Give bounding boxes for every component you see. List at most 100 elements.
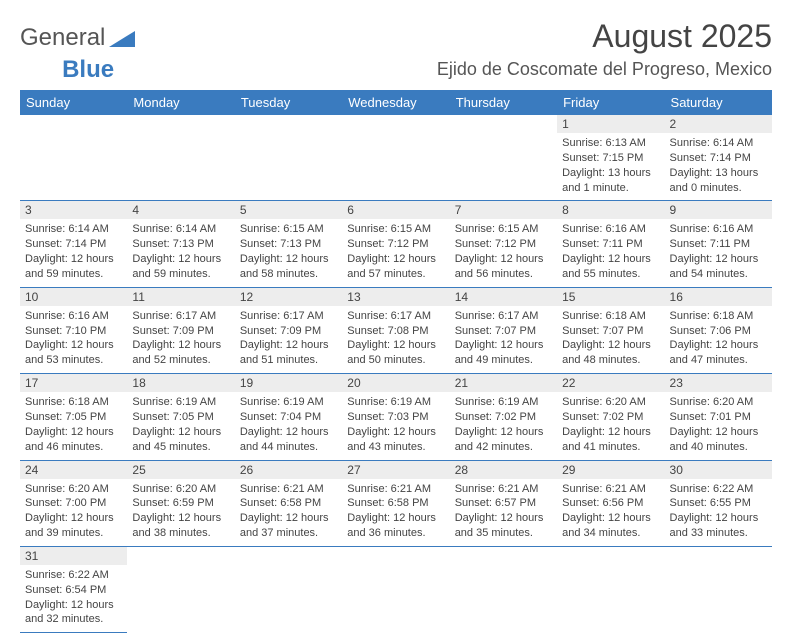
day-number: 19 bbox=[235, 374, 342, 392]
day-number: 3 bbox=[20, 201, 127, 219]
day-cell: 22Sunrise: 6:20 AMSunset: 7:02 PMDayligh… bbox=[557, 374, 664, 460]
logo-triangle-icon bbox=[109, 29, 135, 47]
day-details: Sunrise: 6:16 AMSunset: 7:10 PMDaylight:… bbox=[20, 306, 127, 373]
day-details: Sunrise: 6:17 AMSunset: 7:08 PMDaylight:… bbox=[342, 306, 449, 373]
day-number: 21 bbox=[450, 374, 557, 392]
weekday-header: Thursday bbox=[450, 90, 557, 115]
day-number: 2 bbox=[665, 115, 772, 133]
day-details: Sunrise: 6:19 AMSunset: 7:04 PMDaylight:… bbox=[235, 392, 342, 459]
day-details: Sunrise: 6:18 AMSunset: 7:05 PMDaylight:… bbox=[20, 392, 127, 459]
empty-cell bbox=[127, 115, 234, 201]
day-details: Sunrise: 6:15 AMSunset: 7:12 PMDaylight:… bbox=[342, 219, 449, 286]
day-number: 23 bbox=[665, 374, 772, 392]
day-details: Sunrise: 6:13 AMSunset: 7:15 PMDaylight:… bbox=[557, 133, 664, 200]
weekday-header: Saturday bbox=[665, 90, 772, 115]
day-cell: 8Sunrise: 6:16 AMSunset: 7:11 PMDaylight… bbox=[557, 201, 664, 287]
day-details: Sunrise: 6:20 AMSunset: 7:01 PMDaylight:… bbox=[665, 392, 772, 459]
calendar-head: SundayMondayTuesdayWednesdayThursdayFrid… bbox=[20, 90, 772, 115]
day-cell: 5Sunrise: 6:15 AMSunset: 7:13 PMDaylight… bbox=[235, 201, 342, 287]
day-cell: 2Sunrise: 6:14 AMSunset: 7:14 PMDaylight… bbox=[665, 115, 772, 201]
day-number: 12 bbox=[235, 288, 342, 306]
day-number: 15 bbox=[557, 288, 664, 306]
day-cell: 1Sunrise: 6:13 AMSunset: 7:15 PMDaylight… bbox=[557, 115, 664, 201]
day-cell: 4Sunrise: 6:14 AMSunset: 7:13 PMDaylight… bbox=[127, 201, 234, 287]
day-number: 7 bbox=[450, 201, 557, 219]
day-number: 24 bbox=[20, 461, 127, 479]
day-cell: 11Sunrise: 6:17 AMSunset: 7:09 PMDayligh… bbox=[127, 287, 234, 373]
day-number: 4 bbox=[127, 201, 234, 219]
day-cell: 13Sunrise: 6:17 AMSunset: 7:08 PMDayligh… bbox=[342, 287, 449, 373]
day-details: Sunrise: 6:16 AMSunset: 7:11 PMDaylight:… bbox=[665, 219, 772, 286]
empty-cell bbox=[127, 546, 234, 632]
calendar-row: 10Sunrise: 6:16 AMSunset: 7:10 PMDayligh… bbox=[20, 287, 772, 373]
day-cell: 10Sunrise: 6:16 AMSunset: 7:10 PMDayligh… bbox=[20, 287, 127, 373]
day-details: Sunrise: 6:22 AMSunset: 6:55 PMDaylight:… bbox=[665, 479, 772, 546]
day-details: Sunrise: 6:17 AMSunset: 7:09 PMDaylight:… bbox=[235, 306, 342, 373]
day-number: 28 bbox=[450, 461, 557, 479]
day-details: Sunrise: 6:18 AMSunset: 7:07 PMDaylight:… bbox=[557, 306, 664, 373]
calendar-row: 17Sunrise: 6:18 AMSunset: 7:05 PMDayligh… bbox=[20, 374, 772, 460]
day-number: 8 bbox=[557, 201, 664, 219]
day-details: Sunrise: 6:20 AMSunset: 7:00 PMDaylight:… bbox=[20, 479, 127, 546]
day-cell: 27Sunrise: 6:21 AMSunset: 6:58 PMDayligh… bbox=[342, 460, 449, 546]
day-details: Sunrise: 6:22 AMSunset: 6:54 PMDaylight:… bbox=[20, 565, 127, 632]
day-cell: 6Sunrise: 6:15 AMSunset: 7:12 PMDaylight… bbox=[342, 201, 449, 287]
day-cell: 19Sunrise: 6:19 AMSunset: 7:04 PMDayligh… bbox=[235, 374, 342, 460]
day-details: Sunrise: 6:20 AMSunset: 7:02 PMDaylight:… bbox=[557, 392, 664, 459]
day-number: 1 bbox=[557, 115, 664, 133]
day-number: 10 bbox=[20, 288, 127, 306]
day-details: Sunrise: 6:15 AMSunset: 7:13 PMDaylight:… bbox=[235, 219, 342, 286]
empty-cell bbox=[235, 546, 342, 632]
day-details: Sunrise: 6:21 AMSunset: 6:57 PMDaylight:… bbox=[450, 479, 557, 546]
day-cell: 15Sunrise: 6:18 AMSunset: 7:07 PMDayligh… bbox=[557, 287, 664, 373]
title-month: August 2025 bbox=[437, 18, 772, 55]
day-details: Sunrise: 6:14 AMSunset: 7:14 PMDaylight:… bbox=[665, 133, 772, 200]
empty-cell bbox=[342, 115, 449, 201]
logo-text-1: General bbox=[20, 24, 105, 52]
day-cell: 9Sunrise: 6:16 AMSunset: 7:11 PMDaylight… bbox=[665, 201, 772, 287]
day-number: 31 bbox=[20, 547, 127, 565]
day-cell: 29Sunrise: 6:21 AMSunset: 6:56 PMDayligh… bbox=[557, 460, 664, 546]
day-details: Sunrise: 6:19 AMSunset: 7:03 PMDaylight:… bbox=[342, 392, 449, 459]
day-cell: 28Sunrise: 6:21 AMSunset: 6:57 PMDayligh… bbox=[450, 460, 557, 546]
day-number: 22 bbox=[557, 374, 664, 392]
day-cell: 18Sunrise: 6:19 AMSunset: 7:05 PMDayligh… bbox=[127, 374, 234, 460]
calendar-row: 24Sunrise: 6:20 AMSunset: 7:00 PMDayligh… bbox=[20, 460, 772, 546]
day-number: 9 bbox=[665, 201, 772, 219]
weekday-header: Sunday bbox=[20, 90, 127, 115]
day-number: 5 bbox=[235, 201, 342, 219]
calendar-body: 1Sunrise: 6:13 AMSunset: 7:15 PMDaylight… bbox=[20, 115, 772, 633]
day-cell: 7Sunrise: 6:15 AMSunset: 7:12 PMDaylight… bbox=[450, 201, 557, 287]
day-details: Sunrise: 6:20 AMSunset: 6:59 PMDaylight:… bbox=[127, 479, 234, 546]
day-details: Sunrise: 6:19 AMSunset: 7:02 PMDaylight:… bbox=[450, 392, 557, 459]
day-number: 14 bbox=[450, 288, 557, 306]
empty-cell bbox=[235, 115, 342, 201]
day-number: 30 bbox=[665, 461, 772, 479]
calendar-row: 3Sunrise: 6:14 AMSunset: 7:14 PMDaylight… bbox=[20, 201, 772, 287]
day-number: 13 bbox=[342, 288, 449, 306]
empty-cell bbox=[665, 546, 772, 632]
calendar-row: 1Sunrise: 6:13 AMSunset: 7:15 PMDaylight… bbox=[20, 115, 772, 201]
day-number: 6 bbox=[342, 201, 449, 219]
day-details: Sunrise: 6:16 AMSunset: 7:11 PMDaylight:… bbox=[557, 219, 664, 286]
weekday-header: Monday bbox=[127, 90, 234, 115]
weekday-header: Tuesday bbox=[235, 90, 342, 115]
day-number: 11 bbox=[127, 288, 234, 306]
day-number: 27 bbox=[342, 461, 449, 479]
day-cell: 16Sunrise: 6:18 AMSunset: 7:06 PMDayligh… bbox=[665, 287, 772, 373]
day-cell: 25Sunrise: 6:20 AMSunset: 6:59 PMDayligh… bbox=[127, 460, 234, 546]
day-details: Sunrise: 6:15 AMSunset: 7:12 PMDaylight:… bbox=[450, 219, 557, 286]
day-cell: 31Sunrise: 6:22 AMSunset: 6:54 PMDayligh… bbox=[20, 546, 127, 632]
day-cell: 12Sunrise: 6:17 AMSunset: 7:09 PMDayligh… bbox=[235, 287, 342, 373]
day-number: 17 bbox=[20, 374, 127, 392]
day-number: 16 bbox=[665, 288, 772, 306]
weekday-row: SundayMondayTuesdayWednesdayThursdayFrid… bbox=[20, 90, 772, 115]
day-number: 26 bbox=[235, 461, 342, 479]
day-details: Sunrise: 6:21 AMSunset: 6:56 PMDaylight:… bbox=[557, 479, 664, 546]
empty-cell bbox=[342, 546, 449, 632]
day-cell: 26Sunrise: 6:21 AMSunset: 6:58 PMDayligh… bbox=[235, 460, 342, 546]
day-details: Sunrise: 6:21 AMSunset: 6:58 PMDaylight:… bbox=[235, 479, 342, 546]
day-details: Sunrise: 6:21 AMSunset: 6:58 PMDaylight:… bbox=[342, 479, 449, 546]
weekday-header: Wednesday bbox=[342, 90, 449, 115]
day-number: 18 bbox=[127, 374, 234, 392]
